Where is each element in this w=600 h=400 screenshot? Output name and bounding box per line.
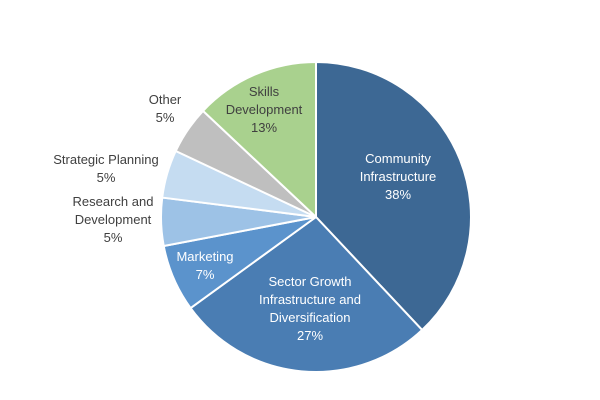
slice-value-label: 5% (156, 110, 175, 125)
slice-label-research-and-development: Research and Development 5% (73, 194, 154, 245)
slice-label-skills-development: Skills Development 13% (226, 84, 303, 135)
slice-name-label: Strategic Planning (53, 152, 159, 167)
slice-name-label: Marketing (176, 249, 233, 264)
slice-value-label: 13% (251, 120, 277, 135)
pie-slice-skills-development (202, 61, 317, 218)
slice-label-strategic-planning: Strategic Planning 5% (53, 152, 159, 185)
slice-value-label: 5% (97, 170, 116, 185)
slice-name-label: Community (365, 151, 431, 166)
slice-label-other: Other 5% (149, 92, 182, 125)
slice-value-label: 5% (104, 230, 123, 245)
pie-slice-sector-growth-infrastructure-and-diversification (189, 216, 424, 373)
pie-slice-community-infrastructure (315, 61, 472, 331)
slice-name-label: Other (149, 92, 182, 107)
slice-value-label: 38% (385, 187, 411, 202)
slice-name-label: Development (226, 102, 303, 117)
slice-label-marketing: Marketing 7% (176, 249, 233, 282)
slice-name-label: Research and (73, 194, 154, 209)
slice-name-label: Diversification (270, 310, 351, 325)
slice-name-label: Infrastructure (360, 169, 437, 184)
slice-value-label: 27% (297, 328, 323, 343)
slice-label-community-infrastructure: Community Infrastructure 38% (360, 151, 437, 202)
slice-name-label: Skills (249, 84, 280, 99)
slice-label-sector-growth-infrastructure-and-diversification: Sector Growth Infrastructure and Diversifi… (259, 274, 361, 343)
slice-name-label: Development (75, 212, 152, 227)
slice-name-label: Infrastructure and (259, 292, 361, 307)
slice-value-label: 7% (196, 267, 215, 282)
slice-name-label: Sector Growth (268, 274, 351, 289)
